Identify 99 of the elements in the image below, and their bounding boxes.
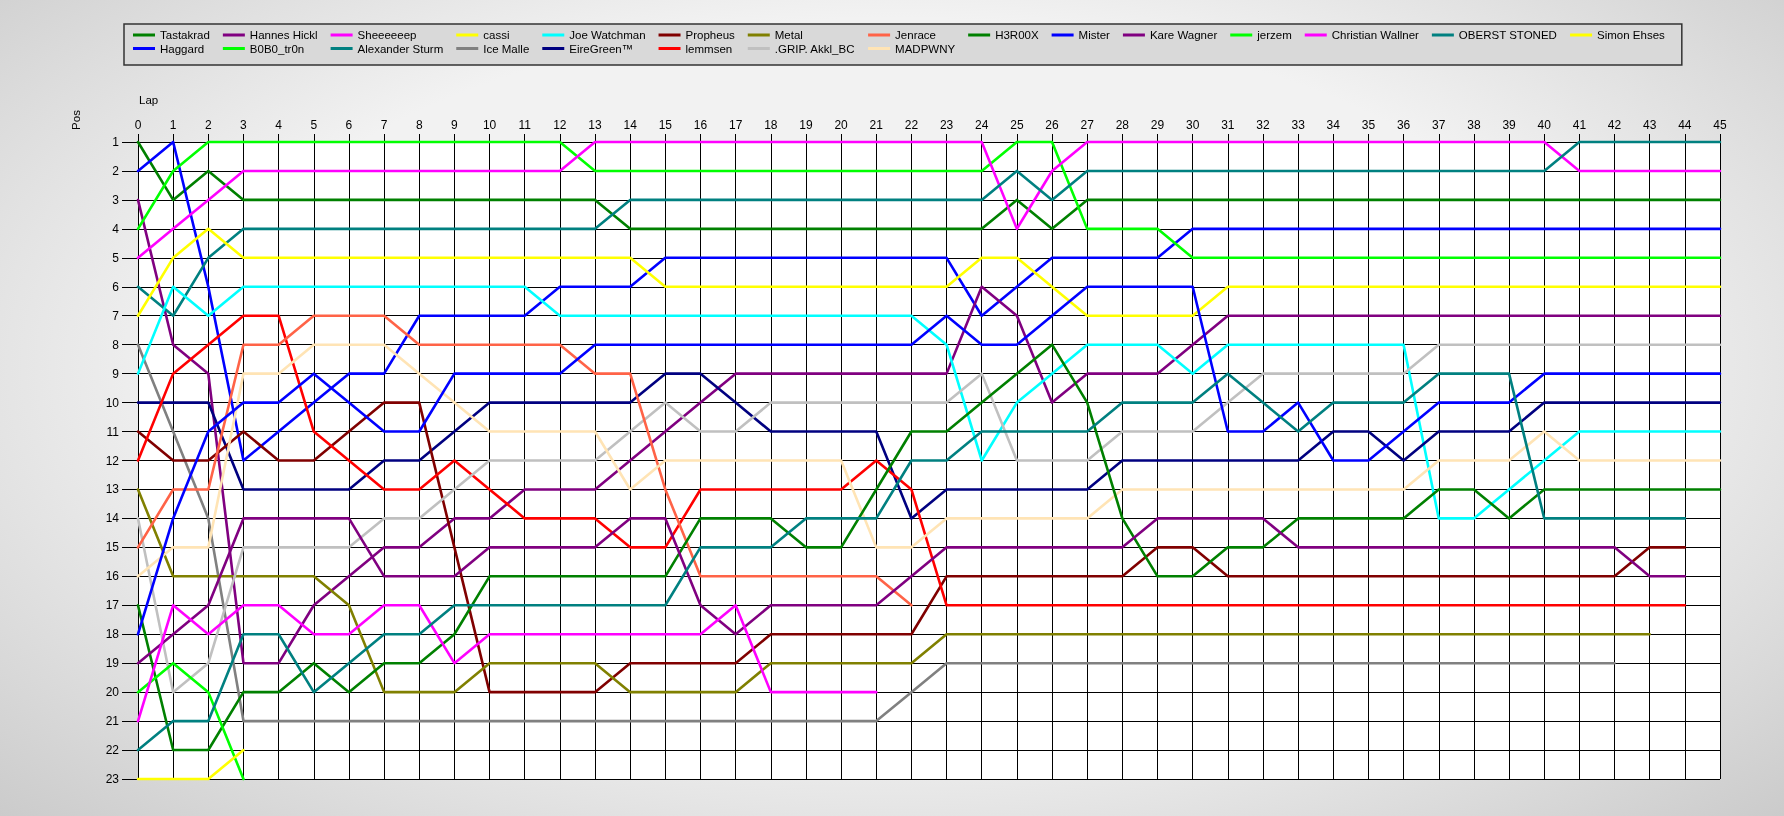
legend-label: lemmsen xyxy=(685,42,733,55)
x-tick-label: 23 xyxy=(939,118,954,132)
x-tick-label: 44 xyxy=(1678,118,1692,132)
x-tick-label: 42 xyxy=(1607,118,1622,132)
x-tick-label: 8 xyxy=(415,118,423,132)
legend-label: MADPWNY xyxy=(895,42,956,55)
y-tick-label: 3 xyxy=(112,192,120,207)
x-tick-label: 34 xyxy=(1326,118,1341,132)
legend-label: H3R00X xyxy=(995,29,1039,41)
x-tick-label: 35 xyxy=(1361,118,1376,132)
y-tick-label: 18 xyxy=(105,627,120,642)
x-tick-label: 11 xyxy=(518,118,532,132)
x-tick-label: 45 xyxy=(1713,118,1727,132)
line-series xyxy=(136,603,878,723)
y-tick-label: 8 xyxy=(112,337,120,352)
x-tick-label: 39 xyxy=(1502,118,1517,132)
y-tick-label: 1 xyxy=(112,135,120,149)
y-tick-label: 23 xyxy=(105,772,120,786)
x-tick-label: 21 xyxy=(869,118,884,132)
x-tick-label: 17 xyxy=(728,118,743,132)
x-tick-label: 0 xyxy=(134,118,142,132)
legend-label: jerzem xyxy=(1256,29,1292,41)
x-tick-label: 7 xyxy=(380,118,388,132)
y-tick-label: 12 xyxy=(105,453,120,468)
x-tick-label: 29 xyxy=(1150,118,1165,132)
x-tick-label: 16 xyxy=(693,118,708,132)
y-tick-label: 7 xyxy=(112,308,120,323)
x-tick-label: 20 xyxy=(834,118,849,132)
y-tick-label: 2 xyxy=(112,163,120,178)
legend-label: Alexander Sturm xyxy=(357,42,444,55)
x-tick-label: 38 xyxy=(1467,118,1481,132)
y-tick-label: 16 xyxy=(105,569,120,584)
x-tick-label: 37 xyxy=(1432,118,1446,132)
y-tick-label: 4 xyxy=(112,221,120,236)
legend-label: B0B0_tr0n xyxy=(249,42,305,55)
legend-label: Mister xyxy=(1078,29,1111,41)
x-tick-label: 18 xyxy=(764,118,778,132)
x-tick-label: 13 xyxy=(588,118,603,132)
y-tick-label: 20 xyxy=(105,685,120,700)
x-tick-label: 27 xyxy=(1080,118,1095,132)
y-tick-label: 13 xyxy=(105,482,120,497)
x-tick-label: 3 xyxy=(240,118,248,132)
legend-label: .GRIP. Akkl_BC xyxy=(774,42,855,55)
x-tick-label: 33 xyxy=(1291,118,1306,132)
legend-label: Kare Wagner xyxy=(1149,29,1218,41)
y-tick-label: 21 xyxy=(105,714,120,729)
legend-label: Simon Ehses xyxy=(1597,29,1666,41)
x-tick-label: 14 xyxy=(623,118,638,132)
x-tick-label: 12 xyxy=(553,118,567,132)
x-tick-label: 9 xyxy=(451,118,459,132)
y-tick-label: 10 xyxy=(105,395,120,410)
legend-label: Tastakrad xyxy=(160,29,210,41)
x-axis-title: Lap xyxy=(139,94,159,106)
legend-label: Ice Malle xyxy=(483,42,530,55)
legend-label: Jenrace xyxy=(895,29,937,41)
x-tick-label: 41 xyxy=(1572,118,1587,132)
legend-label: Metal xyxy=(774,29,803,41)
line-series xyxy=(136,488,1651,694)
legend-label: Sheeeeeep xyxy=(357,29,417,41)
x-tick-label: 5 xyxy=(310,118,318,132)
x-tick-label: 26 xyxy=(1045,118,1060,132)
legend-label: Christian Wallner xyxy=(1331,29,1420,41)
legend-label: Haggard xyxy=(160,42,205,55)
y-tick-label: 15 xyxy=(105,540,120,555)
legend-label: EireGreen™ xyxy=(569,42,634,55)
y-tick-label: 17 xyxy=(105,598,120,613)
x-tick-label: 22 xyxy=(904,118,919,132)
line-series xyxy=(136,314,913,607)
legend-label: Propheus xyxy=(685,29,736,41)
y-tick-label: 5 xyxy=(112,250,120,265)
x-tick-label: 28 xyxy=(1115,118,1130,132)
legend-label: Hannes Hickl xyxy=(249,29,318,41)
x-tick-label: 15 xyxy=(658,118,673,132)
x-tick-label: 6 xyxy=(345,118,353,132)
y-tick-label: 9 xyxy=(112,366,120,381)
y-tick-label: 22 xyxy=(105,743,120,758)
x-tick-label: 24 xyxy=(975,118,989,132)
x-tick-label: 10 xyxy=(482,118,497,132)
x-tick-label: 36 xyxy=(1396,118,1411,132)
y-tick-label: 19 xyxy=(105,656,120,671)
y-tick-label: 11 xyxy=(106,424,120,439)
x-tick-label: 32 xyxy=(1256,118,1270,132)
x-tick-label: 30 xyxy=(1185,118,1200,132)
y-tick-label: 6 xyxy=(112,279,120,294)
x-tick-label: 25 xyxy=(1010,118,1024,132)
x-tick-label: 2 xyxy=(204,118,212,132)
x-tick-label: 19 xyxy=(799,118,813,132)
x-tick-label: 4 xyxy=(275,118,283,132)
line-series xyxy=(136,314,1687,607)
x-tick-label: 40 xyxy=(1537,118,1552,132)
x-tick-label: 43 xyxy=(1643,118,1657,132)
legend-label: OBERST STONED xyxy=(1458,29,1557,41)
legend-label: cassi xyxy=(483,29,510,41)
legend-label: Joe Watchman xyxy=(569,29,646,41)
line-series xyxy=(136,401,1687,694)
x-tick-label: 31 xyxy=(1221,118,1235,132)
x-tick-label: 1 xyxy=(169,118,177,132)
y-tick-label: 14 xyxy=(105,511,120,526)
y-axis-title: Pos xyxy=(70,109,82,130)
